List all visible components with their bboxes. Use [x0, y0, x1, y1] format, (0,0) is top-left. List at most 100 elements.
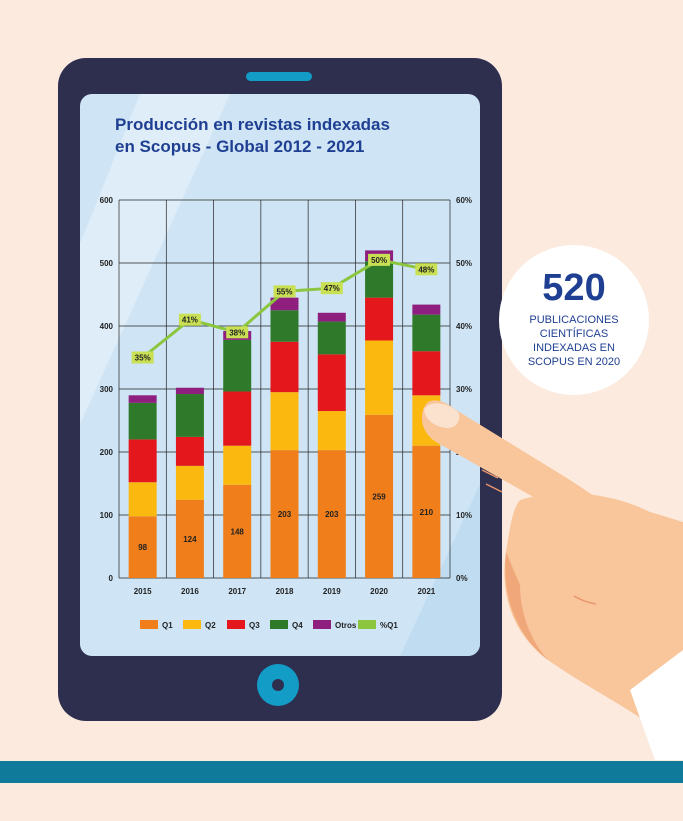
pct-label-bg	[178, 313, 201, 326]
y-left-tick-label: 400	[100, 322, 114, 331]
bar-segment-q1	[175, 499, 204, 578]
legend-swatch-q1	[140, 620, 158, 629]
q1-data-label: 210	[420, 508, 434, 517]
y-right-tick-label: 30%	[456, 385, 472, 394]
bar-segment-otros	[128, 395, 157, 403]
chart-legend: Q1 Q2 Q3 Q4 Otros %Q1	[140, 620, 398, 630]
tablet-frame: 0 100 200 300 400 500 600 0% 10% 20% 30% 40% 50% 60% 2…	[58, 58, 502, 721]
chart-title: Producción en revistas indexadas en Scop…	[115, 114, 475, 158]
legend-label: %Q1	[380, 621, 398, 630]
bar-segment-q2	[223, 445, 252, 485]
legend-label: Q4	[292, 621, 303, 630]
pct-label: 38%	[229, 328, 245, 337]
bar-segment-q3	[317, 354, 346, 412]
q1-data-label: 203	[325, 510, 339, 519]
pct-label-bg	[273, 285, 296, 298]
q1-data-label: 203	[278, 510, 292, 519]
bar-segment-otros	[317, 312, 346, 322]
legend-swatch-q4	[270, 620, 288, 629]
pct-label-bg	[131, 351, 154, 364]
q1-data-label: 98	[138, 543, 147, 552]
bottom-stripe	[0, 761, 683, 783]
q1-data-label: 259	[372, 492, 386, 501]
y-left-tick-label: 200	[100, 448, 114, 457]
pct-label-bg	[226, 326, 249, 339]
sleeve-cuff	[630, 650, 683, 760]
hand-shadow	[505, 552, 548, 660]
pct-q1-line: 35% 41% 38% 55% 47% 50% 48%	[131, 253, 438, 364]
pct-label: 47%	[324, 284, 340, 293]
glare-stripe-left	[80, 94, 230, 424]
legend-swatch-pct-q1	[358, 620, 376, 629]
pct-label: 35%	[135, 354, 151, 363]
bar-segment-q2	[175, 465, 204, 500]
bar-segment-q3	[223, 391, 252, 446]
bar-segment-q4	[128, 402, 157, 440]
legend-label: Q1	[162, 621, 173, 630]
home-button[interactable]	[257, 664, 299, 706]
bar-segment-q2	[365, 340, 394, 415]
bar-segment-q4	[175, 394, 204, 437]
legend-swatch-q2	[183, 620, 201, 629]
bar-segment-q3	[270, 341, 299, 393]
q1-data-label: 148	[231, 527, 245, 536]
tablet-screen: 0 100 200 300 400 500 600 0% 10% 20% 30% 40% 50% 60% 2…	[80, 94, 480, 656]
pct-label: 50%	[371, 256, 387, 265]
bar-segment-q3	[365, 297, 394, 341]
x-tick-label: 2016	[181, 587, 199, 596]
x-tick-label: 2021	[417, 587, 435, 596]
y-left-tick-label: 100	[100, 511, 114, 520]
bar-segment-q3	[412, 351, 441, 396]
pct-label: 41%	[182, 316, 198, 325]
x-tick-label: 2019	[323, 587, 341, 596]
y-left-tick-label: 600	[100, 196, 114, 205]
y-left-tick-label: 0	[109, 574, 114, 583]
bar-segment-q1	[365, 414, 394, 578]
legend-label: Q3	[249, 621, 260, 630]
chart-title-line2: en Scopus - Global 2012 - 2021	[115, 137, 365, 156]
bar-segment-q4	[223, 339, 252, 392]
bar-segment-q1	[317, 450, 346, 578]
y-right-tick-label: 60%	[456, 196, 472, 205]
chart: 0 100 200 300 400 500 600 0% 10% 20% 30% 40% 50% 60% 2…	[80, 94, 480, 656]
bar-segment-q2	[128, 482, 157, 517]
bar-segment-q4	[270, 310, 299, 342]
pct-label-bg	[415, 263, 438, 276]
x-tick-label: 2020	[370, 587, 388, 596]
bar-segment-q1	[223, 484, 252, 578]
y-right-tick-label: 0%	[456, 574, 468, 583]
bar-segment-otros	[175, 387, 204, 395]
legend-label: Otros	[335, 621, 357, 630]
x-tick-label: 2018	[276, 587, 294, 596]
bar-segment-q4	[317, 321, 346, 355]
bar-segment-q3	[128, 439, 157, 483]
bar-segment-q3	[175, 436, 204, 466]
pct-label-bg	[368, 253, 391, 266]
hand-palm	[504, 493, 683, 750]
q1-data-label: 124	[183, 535, 197, 544]
pct-label: 55%	[276, 287, 292, 296]
y-right-tick-label: 10%	[456, 511, 472, 520]
highlight-number: 520	[542, 267, 606, 309]
highlight-circle: 520 PUBLICACIONES CIENTÍFICAS INDEXADAS …	[499, 245, 649, 395]
y-left-tick-label: 500	[100, 259, 114, 268]
bar-segment-q1	[128, 516, 157, 578]
x-tick-label: 2017	[228, 587, 246, 596]
bar-segment-q1	[270, 450, 299, 578]
bar-segment-q2	[270, 392, 299, 451]
x-tick-label: 2015	[134, 587, 152, 596]
bar-segment-q2	[317, 411, 346, 451]
legend-swatch-otros	[313, 620, 331, 629]
legend-label: Q2	[205, 621, 216, 630]
pct-label-bg	[320, 282, 343, 295]
y-left-tick-label: 300	[100, 385, 114, 394]
bar-segment-q4	[365, 261, 394, 298]
y-right-tick-label: 50%	[456, 259, 472, 268]
chart-title-line1: Producción en revistas indexadas	[115, 115, 390, 134]
bar-segment-otros	[412, 304, 441, 315]
tablet-speaker	[246, 72, 312, 81]
y-right-tick-label: 20%	[456, 448, 472, 457]
chart-bars: 98 124 148 203 203 259 210	[128, 250, 441, 578]
y-right-tick-label: 40%	[456, 322, 472, 331]
bar-segment-otros	[270, 297, 299, 311]
